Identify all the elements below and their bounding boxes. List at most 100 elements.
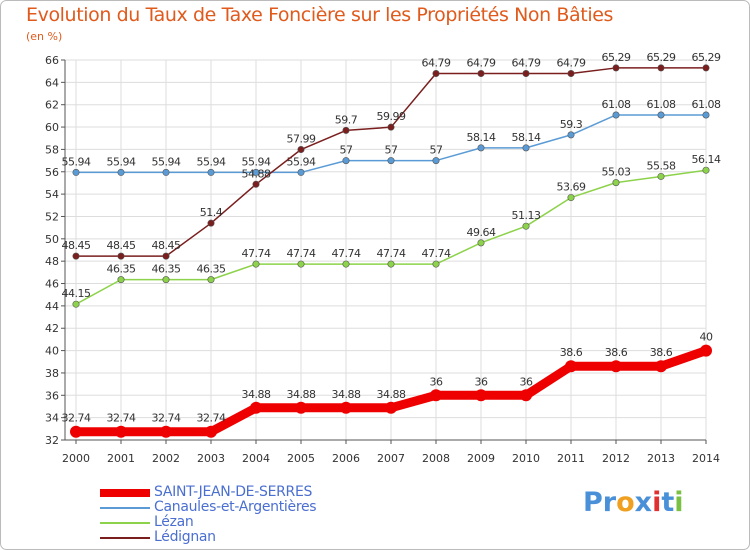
data-label: 55.94	[62, 155, 91, 168]
data-label: 44.15	[62, 287, 91, 300]
data-label: 61.08	[647, 98, 676, 111]
data-label: 61.08	[692, 98, 721, 111]
data-label: 32.74	[62, 412, 91, 425]
data-label: 46.35	[197, 263, 226, 276]
legend-label: Canaules-et-Argentières	[154, 499, 317, 515]
data-label: 36	[520, 375, 533, 388]
data-point	[205, 425, 217, 438]
data-point	[72, 252, 80, 260]
y-tick-label: 44	[45, 300, 59, 313]
data-point	[252, 260, 260, 268]
data-label: 59.99	[377, 110, 406, 123]
data-label: 47.74	[287, 247, 316, 260]
x-tick-label: 2009	[467, 452, 495, 465]
data-label: 55.58	[647, 159, 676, 172]
data-point	[657, 111, 665, 119]
data-label: 53.69	[557, 181, 586, 194]
data-point	[297, 260, 305, 268]
data-point	[385, 401, 397, 414]
data-point	[297, 168, 305, 176]
x-tick-label: 2011	[557, 452, 585, 465]
x-tick-label: 2003	[197, 452, 225, 465]
data-point	[432, 260, 440, 268]
plot-area: 32 34 36 38 40 42 44 46 48 50 52 54 56 58 60 62 64 66 2000…	[45, 51, 721, 465]
x-tick-label: 2006	[332, 452, 360, 465]
data-label: 57	[430, 144, 443, 157]
legend-item: Lédignan	[100, 529, 420, 545]
proxiti-logo: Proxiti	[583, 487, 684, 518]
data-label: 47.74	[377, 247, 406, 260]
chart-title: Evolution du Taux de Taxe Foncière sur l…	[26, 4, 614, 26]
data-label: 36	[475, 375, 488, 388]
data-point	[162, 276, 170, 284]
legend-label: Lézan	[154, 514, 194, 530]
data-label: 38.6	[605, 346, 628, 359]
x-tick-label: 2014	[692, 452, 720, 465]
data-point	[207, 219, 215, 227]
data-label: 57.99	[287, 133, 316, 146]
y-tick-label: 54	[45, 188, 59, 201]
data-label: 65.29	[692, 51, 721, 64]
data-point	[655, 360, 667, 373]
y-tick-label: 34	[45, 412, 59, 425]
x-tick-label: 2010	[512, 452, 540, 465]
x-tick-label: 2008	[422, 452, 450, 465]
data-label: 64.79	[467, 57, 496, 70]
data-point	[477, 70, 485, 78]
data-point	[207, 168, 215, 176]
data-point	[567, 194, 575, 202]
data-label: 40	[700, 331, 713, 344]
data-label: 51.4	[200, 206, 223, 219]
data-label: 64.79	[422, 57, 451, 70]
data-point	[430, 389, 442, 402]
legend-swatch-canaules	[100, 507, 150, 509]
data-label: 34.88	[242, 388, 271, 401]
data-point	[115, 425, 127, 438]
y-tick-label: 50	[45, 233, 59, 246]
data-label: 34.88	[377, 388, 406, 401]
y-tick-label: 40	[45, 345, 59, 358]
data-label: 61.08	[602, 98, 631, 111]
data-label: 55.94	[197, 155, 226, 168]
data-label: 58.14	[467, 131, 496, 144]
logo-letter: Pr	[583, 487, 617, 518]
data-label: 49.64	[467, 226, 496, 239]
y-tick-label: 38	[45, 367, 59, 380]
data-point	[610, 360, 622, 373]
y-tick-label: 46	[45, 278, 59, 291]
data-label: 55.03	[602, 166, 631, 179]
data-label: 32.74	[152, 412, 181, 425]
data-point	[342, 260, 350, 268]
data-label: 32.74	[197, 412, 226, 425]
data-label: 48.45	[62, 239, 91, 252]
data-point	[702, 111, 710, 119]
data-point	[520, 389, 532, 402]
y-tick-label: 66	[45, 54, 59, 67]
data-label: 59.7	[335, 113, 358, 126]
data-label: 58.14	[512, 131, 541, 144]
data-point	[297, 146, 305, 154]
y-tick-label: 58	[45, 143, 59, 156]
data-point	[567, 70, 575, 78]
logo-letter: i	[652, 487, 662, 518]
data-point	[432, 157, 440, 165]
data-point	[522, 70, 530, 78]
data-point	[72, 168, 80, 176]
data-point	[252, 180, 260, 188]
legend-label: Lédignan	[154, 529, 216, 545]
data-label: 47.74	[422, 247, 451, 260]
data-label: 64.79	[512, 57, 541, 70]
legend-swatch-ledignan	[100, 537, 150, 539]
data-label: 38.6	[650, 346, 673, 359]
data-point	[477, 239, 485, 247]
data-label: 59.3	[560, 118, 583, 131]
data-point	[475, 389, 487, 402]
y-tick-label: 60	[45, 121, 59, 134]
data-point	[342, 157, 350, 165]
y-tick-label: 32	[45, 434, 59, 447]
y-axis-unit: (en %)	[26, 30, 63, 43]
data-label: 57	[385, 144, 398, 157]
logo-letter: x	[634, 487, 653, 518]
data-point	[387, 157, 395, 165]
